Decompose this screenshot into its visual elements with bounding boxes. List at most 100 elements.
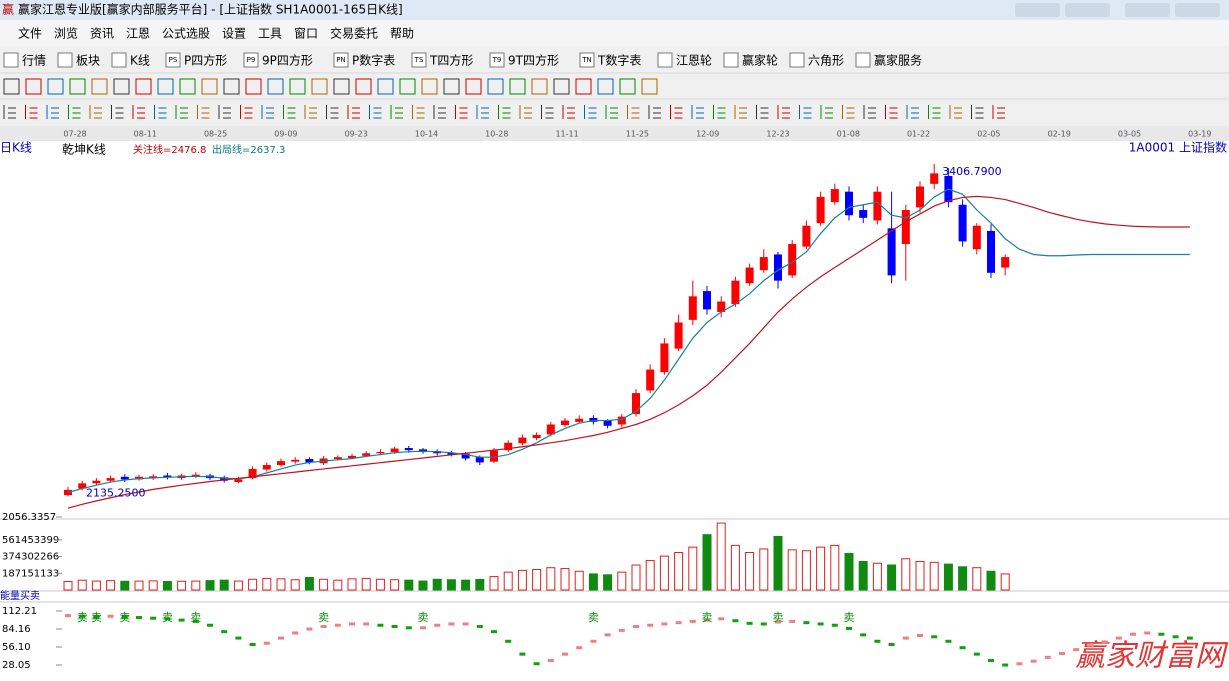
toolbar-icon[interactable] xyxy=(243,52,259,68)
tool-button[interactable] xyxy=(597,78,614,95)
window-button[interactable] xyxy=(1015,3,1060,17)
tool-button[interactable] xyxy=(777,105,790,119)
tool-button[interactable] xyxy=(179,78,196,95)
toolbar-icon[interactable] xyxy=(57,52,73,68)
tool-button[interactable] xyxy=(25,105,38,119)
toolbar-item[interactable]: T数字表 xyxy=(597,53,641,68)
toolbar-item[interactable]: 赢家服务 xyxy=(874,53,922,68)
tool-button[interactable] xyxy=(261,105,274,119)
tool-button[interactable] xyxy=(971,105,984,119)
tool-button[interactable] xyxy=(132,105,145,119)
tool-button[interactable] xyxy=(433,105,446,119)
tool-button[interactable] xyxy=(641,78,658,95)
toolbar-icon[interactable] xyxy=(579,52,595,68)
tool-button[interactable] xyxy=(443,78,460,95)
tool-button[interactable] xyxy=(799,105,812,119)
tool-button[interactable] xyxy=(670,105,683,119)
tool-button[interactable] xyxy=(553,78,570,95)
tool-button[interactable] xyxy=(333,78,350,95)
toolbar-item[interactable]: 板块 xyxy=(76,54,100,68)
tool-button[interactable] xyxy=(197,105,210,119)
tool-button[interactable] xyxy=(455,105,468,119)
toolbar-item[interactable]: 江恩轮 xyxy=(676,54,712,68)
menu-item[interactable]: 资讯 xyxy=(90,27,114,41)
menu-item[interactable]: 江恩 xyxy=(126,27,150,41)
tool-button[interactable] xyxy=(842,105,855,119)
tool-button[interactable] xyxy=(949,105,962,119)
menu-item[interactable]: 交易委托 xyxy=(330,26,378,41)
tool-button[interactable] xyxy=(713,105,726,119)
toolbar-icon[interactable] xyxy=(111,52,127,68)
tool-button[interactable] xyxy=(605,105,618,119)
toolbar-icon[interactable] xyxy=(411,52,427,68)
toolbar-icon[interactable] xyxy=(333,52,349,68)
toolbar-item[interactable]: P数字表 xyxy=(352,53,395,68)
tool-button[interactable] xyxy=(627,105,640,119)
tool-button[interactable] xyxy=(992,105,1005,119)
tool-button[interactable] xyxy=(113,78,130,95)
tool-button[interactable] xyxy=(648,105,661,119)
tool-button[interactable] xyxy=(421,78,438,95)
menu-item[interactable]: 设置 xyxy=(222,27,246,41)
tool-button[interactable] xyxy=(575,78,592,95)
toolbar-item[interactable]: 赢家轮 xyxy=(742,53,778,68)
tool-button[interactable] xyxy=(89,105,102,119)
toolbar-item[interactable]: 行情 xyxy=(22,54,46,68)
tool-button[interactable] xyxy=(3,105,16,119)
tool-button[interactable] xyxy=(906,105,919,119)
tool-button[interactable] xyxy=(498,105,511,119)
tool-button[interactable] xyxy=(135,78,152,95)
tool-button[interactable] xyxy=(756,105,769,119)
window-button[interactable] xyxy=(1175,3,1220,17)
tool-button[interactable] xyxy=(412,105,425,119)
tool-button[interactable] xyxy=(820,105,833,119)
tool-button[interactable] xyxy=(377,78,394,95)
tool-button[interactable] xyxy=(355,78,372,95)
tool-button[interactable] xyxy=(347,105,360,119)
tool-button[interactable] xyxy=(734,105,747,119)
toolbar-item[interactable]: 六角形 xyxy=(808,54,844,68)
tool-button[interactable] xyxy=(541,105,554,119)
toolbar-icon[interactable] xyxy=(789,52,805,68)
tool-button[interactable] xyxy=(519,105,532,119)
tool-button[interactable] xyxy=(928,105,941,119)
tool-button[interactable] xyxy=(509,78,526,95)
tool-button[interactable] xyxy=(369,105,382,119)
tool-button[interactable] xyxy=(3,78,20,95)
tool-button[interactable] xyxy=(154,105,167,119)
toolbar-icon[interactable] xyxy=(489,52,505,68)
tool-button[interactable] xyxy=(531,78,548,95)
menu-item[interactable]: 公式选股 xyxy=(162,27,210,41)
tool-button[interactable] xyxy=(111,105,124,119)
menu-item[interactable]: 窗口 xyxy=(294,27,318,41)
tool-button[interactable] xyxy=(476,105,489,119)
tool-button[interactable] xyxy=(68,105,81,119)
tool-button[interactable] xyxy=(245,78,262,95)
tool-button[interactable] xyxy=(584,105,597,119)
tool-button[interactable] xyxy=(326,105,339,119)
toolbar-item[interactable]: 9T四方形 xyxy=(508,53,559,68)
tool-button[interactable] xyxy=(283,105,296,119)
tool-button[interactable] xyxy=(399,78,416,95)
tool-button[interactable] xyxy=(885,105,898,119)
tool-button[interactable] xyxy=(91,78,108,95)
tool-button[interactable] xyxy=(304,105,317,119)
toolbar-icon[interactable] xyxy=(855,52,871,68)
tool-button[interactable] xyxy=(240,105,253,119)
toolbar-item[interactable]: T四方形 xyxy=(429,53,473,68)
toolbar-icon[interactable] xyxy=(723,52,739,68)
tool-button[interactable] xyxy=(863,105,876,119)
menu-item[interactable]: 帮助 xyxy=(390,27,414,41)
tool-button[interactable] xyxy=(46,105,59,119)
tool-button[interactable] xyxy=(69,78,86,95)
tool-button[interactable] xyxy=(289,78,306,95)
tool-button[interactable] xyxy=(487,78,504,95)
tool-button[interactable] xyxy=(267,78,284,95)
tool-button[interactable] xyxy=(25,78,42,95)
toolbar-icon[interactable] xyxy=(165,52,181,68)
tool-button[interactable] xyxy=(47,78,64,95)
toolbar-icon[interactable] xyxy=(657,52,673,68)
menu-item[interactable]: 文件 xyxy=(18,26,42,41)
toolbar-item[interactable]: 9P四方形 xyxy=(262,53,313,68)
tool-button[interactable] xyxy=(175,105,188,119)
